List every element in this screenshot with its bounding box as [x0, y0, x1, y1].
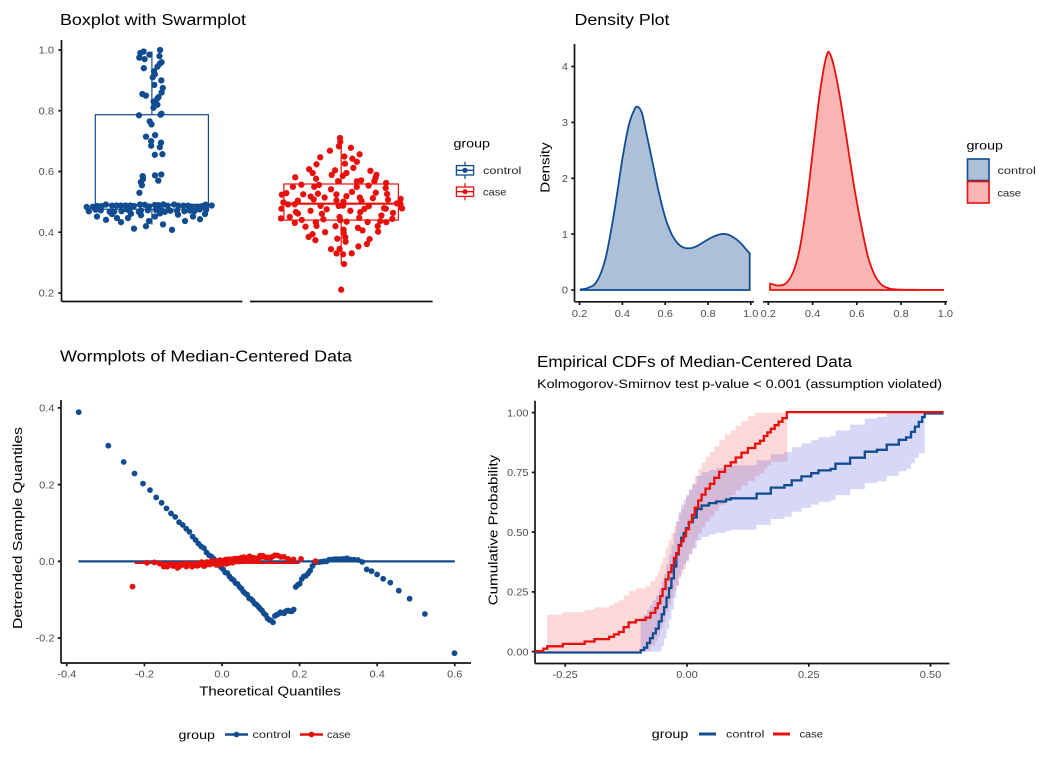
- svg-text:case: case: [998, 189, 1022, 200]
- svg-text:Theoretical Quantiles: Theoretical Quantiles: [199, 685, 341, 699]
- svg-text:0.50: 0.50: [920, 669, 942, 681]
- svg-text:-0.2: -0.2: [135, 668, 154, 680]
- svg-text:Kolmogorov-Smirnov test p-valu: Kolmogorov-Smirnov test p-value < 0.001 …: [537, 377, 942, 391]
- svg-text:0.2: 0.2: [39, 479, 54, 491]
- svg-text:Cumulative Probability: Cumulative Probability: [487, 454, 501, 605]
- svg-text:control: control: [253, 730, 291, 741]
- svg-text:0.2: 0.2: [39, 288, 54, 300]
- svg-text:0.00: 0.00: [507, 646, 529, 658]
- svg-text:0.6: 0.6: [658, 308, 673, 320]
- svg-text:1: 1: [562, 229, 568, 241]
- svg-text:0.0: 0.0: [39, 556, 54, 568]
- svg-text:3: 3: [562, 117, 568, 129]
- svg-text:control: control: [483, 166, 521, 177]
- svg-text:-0.25: -0.25: [553, 669, 578, 681]
- svg-text:control: control: [998, 166, 1036, 177]
- svg-text:0.6: 0.6: [849, 308, 864, 320]
- svg-text:0.4: 0.4: [805, 308, 820, 320]
- svg-text:group: group: [967, 139, 1004, 153]
- svg-text:0.0: 0.0: [214, 668, 229, 680]
- svg-text:0.2: 0.2: [292, 668, 307, 680]
- svg-text:0.75: 0.75: [507, 467, 529, 479]
- svg-text:group: group: [454, 137, 491, 151]
- svg-text:Wormplots of Median-Centered D: Wormplots of Median-Centered Data: [60, 349, 352, 366]
- svg-text:1.0: 1.0: [39, 45, 54, 57]
- svg-text:0.00: 0.00: [676, 669, 698, 681]
- svg-text:1.0: 1.0: [743, 308, 758, 320]
- svg-text:0.4: 0.4: [615, 308, 630, 320]
- svg-text:Empirical CDFs of Median-Cente: Empirical CDFs of Median-Centered Data: [537, 354, 852, 371]
- svg-text:group: group: [652, 727, 689, 741]
- svg-text:Detrended Sample Quantiles: Detrended Sample Quantiles: [11, 427, 25, 629]
- svg-text:0.8: 0.8: [39, 105, 54, 117]
- svg-text:0.25: 0.25: [507, 587, 529, 599]
- svg-text:1.0: 1.0: [938, 308, 953, 320]
- svg-text:0.4: 0.4: [39, 227, 54, 239]
- svg-text:0.6: 0.6: [39, 166, 54, 178]
- svg-text:Boxplot with Swarmplot: Boxplot with Swarmplot: [60, 12, 247, 29]
- svg-text:2: 2: [562, 173, 568, 185]
- svg-text:Density Plot: Density Plot: [575, 12, 671, 29]
- svg-text:0.50: 0.50: [507, 527, 529, 539]
- svg-text:0.2: 0.2: [572, 308, 587, 320]
- svg-text:case: case: [483, 187, 507, 198]
- svg-text:case: case: [327, 730, 351, 741]
- svg-text:0: 0: [562, 285, 568, 297]
- svg-text:group: group: [179, 728, 216, 742]
- svg-text:control: control: [726, 730, 764, 741]
- svg-text:0.8: 0.8: [700, 308, 715, 320]
- svg-text:4: 4: [562, 61, 568, 73]
- svg-text:1.00: 1.00: [507, 407, 529, 419]
- svg-text:0.6: 0.6: [447, 668, 462, 680]
- svg-text:-0.2: -0.2: [36, 633, 55, 645]
- svg-text:0.4: 0.4: [370, 668, 385, 680]
- svg-text:0.4: 0.4: [39, 403, 54, 415]
- svg-text:case: case: [800, 730, 824, 741]
- svg-text:0.2: 0.2: [761, 308, 776, 320]
- svg-text:0.8: 0.8: [893, 308, 908, 320]
- svg-text:Density: Density: [539, 141, 553, 192]
- svg-text:-0.4: -0.4: [57, 668, 76, 680]
- svg-text:0.25: 0.25: [798, 669, 820, 681]
